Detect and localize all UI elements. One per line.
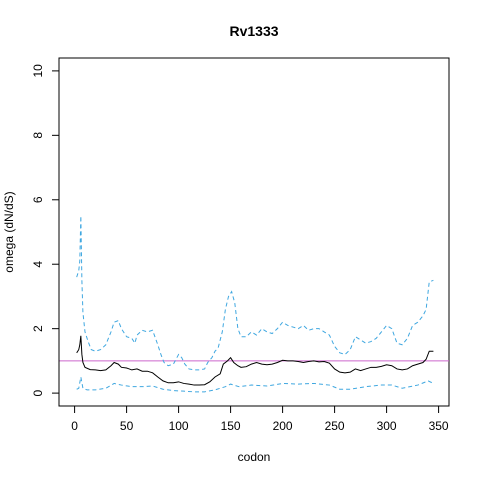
y-tick-label: 0 — [31, 389, 45, 396]
x-tick-label: 250 — [325, 419, 345, 433]
y-axis-label: omega (dN/dS) — [2, 191, 16, 272]
x-tick-label: 50 — [120, 419, 134, 433]
y-tick-label: 6 — [31, 196, 45, 203]
x-tick-label: 150 — [221, 419, 241, 433]
x-tick-label: 0 — [71, 419, 78, 433]
series-group — [76, 215, 434, 393]
y-tick-label: 4 — [31, 261, 45, 268]
y-tick-label: 2 — [31, 325, 45, 332]
x-tick-label: 300 — [377, 419, 397, 433]
series-line-1 — [76, 215, 434, 371]
x-axis-label: codon — [238, 450, 271, 464]
plot-frame — [58, 57, 450, 407]
x-axis: 0 50 100 150 200 250 300 350 — [71, 405, 449, 433]
y-tick-label: 8 — [31, 132, 45, 139]
x-tick-label: 350 — [429, 419, 449, 433]
x-tick-label: 200 — [273, 419, 293, 433]
chart-title: Rv1333 — [229, 23, 278, 39]
y-axis: 0 2 4 6 8 10 — [31, 64, 60, 396]
series-line-2 — [76, 376, 434, 393]
series-line-0 — [76, 335, 434, 386]
y-tick-label: 10 — [31, 64, 45, 78]
x-tick-label: 100 — [169, 419, 189, 433]
